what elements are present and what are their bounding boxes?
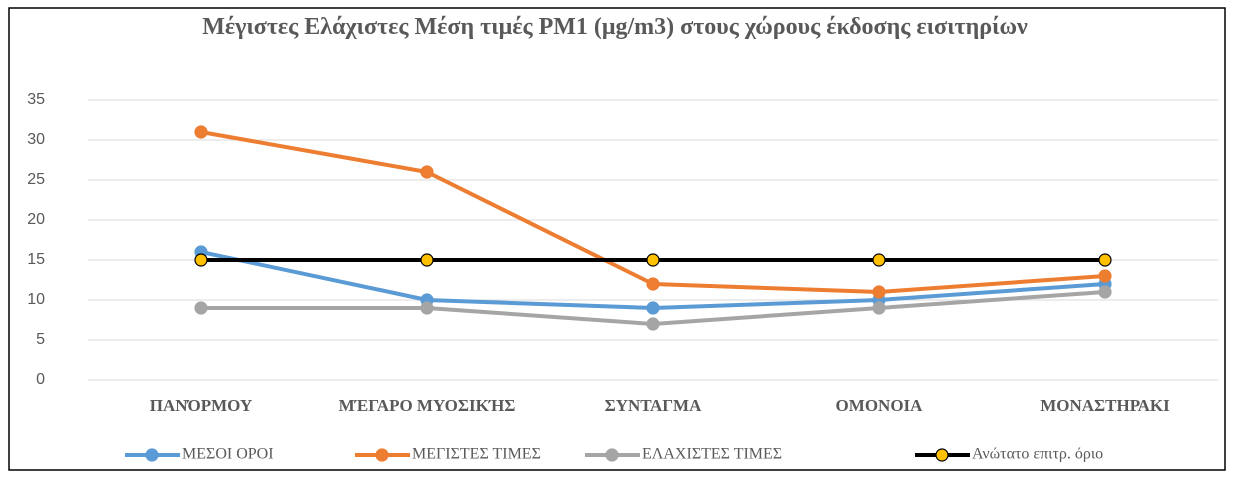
legend-marker xyxy=(605,448,619,462)
point xyxy=(420,301,434,315)
point xyxy=(646,301,660,315)
x-tick-label: ΜΈΓΑΡΟ ΜΥΟΣΙΚΉΣ xyxy=(339,396,516,415)
legend-label: ΕΛΑΧΙΣΤΕΣ ΤΙΜΕΣ xyxy=(642,446,782,463)
y-tick-label: 5 xyxy=(36,331,45,348)
x-tick-label: ΠΑΝΌΡΜΟΥ xyxy=(150,396,253,415)
legend-label: Ανώτατο επιτρ. όριο xyxy=(972,446,1103,463)
legend-label: ΜΕΣΟΙ ΟΡΟΙ xyxy=(182,446,274,463)
x-tick-label: ΜΟΝΑΣΤΗΡΑΚΙ xyxy=(1040,396,1170,415)
y-tick-label: 35 xyxy=(27,91,45,108)
legend-marker xyxy=(145,448,159,462)
point xyxy=(1098,253,1112,267)
point xyxy=(872,285,886,299)
point xyxy=(646,253,660,267)
chart-title: Μέγιστες Ελάχιστες Μέση τιμές PM1 (μg/m3… xyxy=(202,14,1028,40)
legend-marker xyxy=(375,448,389,462)
point xyxy=(420,253,434,267)
y-tick-label: 15 xyxy=(27,251,45,268)
point xyxy=(194,125,208,139)
point xyxy=(194,253,208,267)
point xyxy=(420,165,434,179)
point xyxy=(646,317,660,331)
point xyxy=(1098,285,1112,299)
y-tick-label: 20 xyxy=(27,211,45,228)
chart-frame xyxy=(8,7,1226,471)
legend-label: ΜΕΓΙΣΤΕΣ ΤΙΜΕΣ xyxy=(412,446,541,463)
x-tick-label: ΣΥΝΤΑΓΜΑ xyxy=(605,396,702,415)
x-tick-label: ΟΜΟΝΟΙΑ xyxy=(836,396,924,415)
y-tick-label: 0 xyxy=(36,371,45,388)
y-tick-label: 10 xyxy=(27,291,45,308)
legend-marker xyxy=(935,448,949,462)
point xyxy=(646,277,660,291)
point xyxy=(194,301,208,315)
y-tick-label: 30 xyxy=(27,131,45,148)
point xyxy=(872,301,886,315)
point xyxy=(872,253,886,267)
y-tick-label: 25 xyxy=(27,171,45,188)
point xyxy=(1098,269,1112,283)
